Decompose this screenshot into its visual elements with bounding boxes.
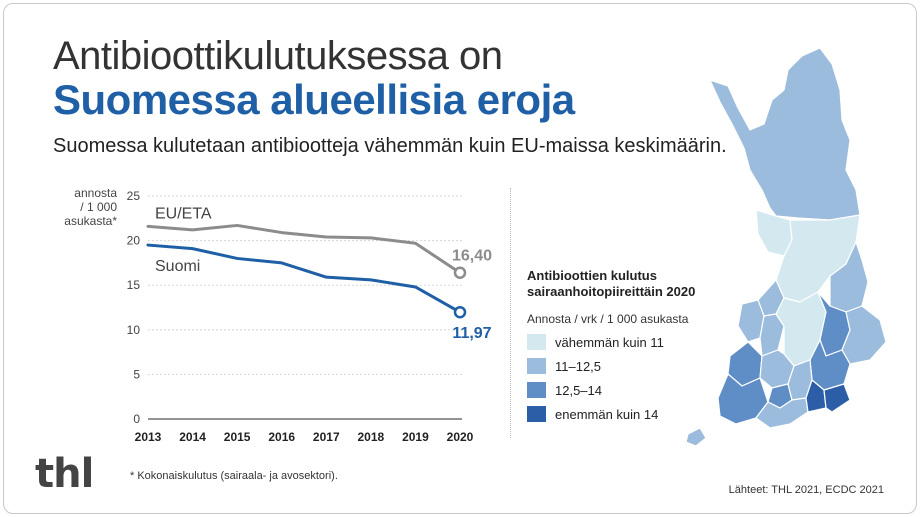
x-tick-label: 2019 <box>402 430 429 444</box>
legend-unit: Annosta / vrk / 1 000 asukasta <box>527 312 689 326</box>
y-axis-label: annosta / 1 000 asukasta* <box>27 186 117 228</box>
legend-label: 12,5–14 <box>555 382 602 398</box>
legend-swatch <box>527 334 546 350</box>
series-line-eu-eta <box>146 223 462 275</box>
x-tick-label: 2015 <box>224 430 251 444</box>
legend-item: 12,5–14 <box>527 382 727 398</box>
data-label: 16,40 <box>452 248 492 265</box>
source-note: Lähteet: THL 2021, ECDC 2021 <box>728 484 884 496</box>
thl-logo: thl <box>35 451 94 497</box>
x-tick-label: 2020 <box>447 430 474 444</box>
legend-swatch <box>527 358 546 374</box>
y-tick-label: 0 <box>133 412 140 426</box>
legend-item: 11–12,5 <box>527 358 727 374</box>
legend-label: vähemmän kuin 11 <box>555 334 664 350</box>
x-tick-label: 2013 <box>135 430 162 444</box>
title-line-2: Suomessa alueellisia eroja <box>53 76 575 123</box>
infographic-card: Antibioottikulutuksessa on Suomessa alue… <box>3 3 917 514</box>
map-region-etela-karjala <box>823 383 851 413</box>
map-legend: Antibioottien kulutus sairaanhoitopiirei… <box>527 268 727 422</box>
y-tick-label: 5 <box>133 367 140 381</box>
series-name-label: EU/ETA <box>155 205 212 222</box>
series-name-label: Suomi <box>155 258 200 275</box>
y-tick-label: 20 <box>127 234 141 248</box>
x-tick-label: 2017 <box>313 430 340 444</box>
map-region-pohjois-karjala <box>841 305 887 365</box>
map-region-lapland <box>709 47 861 221</box>
divider <box>510 188 511 438</box>
y-axis-label-line: asukasta* <box>64 214 117 228</box>
legend-item: enemmän kuin 14 <box>527 406 727 422</box>
x-tick-label: 2018 <box>358 430 385 444</box>
y-tick-label: 15 <box>127 278 141 292</box>
x-tick-label: 2014 <box>179 430 206 444</box>
legend-label: enemmän kuin 14 <box>555 406 659 422</box>
legend-title: Antibioottien kulutus sairaanhoitopiirei… <box>527 268 696 299</box>
data-label: 11,97 <box>452 325 491 342</box>
x-tick-label: 2016 <box>268 430 295 444</box>
y-axis-label-line: annosta <box>74 186 117 200</box>
y-tick-label: 25 <box>127 189 141 203</box>
map-region-aland <box>685 427 707 447</box>
series-line-suomi <box>146 243 462 314</box>
y-axis-label-line: / 1 000 <box>80 200 117 214</box>
footnote: * Kokonaiskulutus (sairaala- ja avosekto… <box>130 470 338 482</box>
finland-map <box>685 47 887 447</box>
legend-swatch <box>527 406 546 422</box>
title-line-1: Antibioottikulutuksessa on <box>53 34 503 78</box>
series-end-point <box>453 266 467 279</box>
subtitle: Suomessa kulutetaan antibiootteja vähemm… <box>53 135 727 157</box>
legend-item: vähemmän kuin 11 <box>527 334 727 350</box>
series-end-point <box>453 305 467 319</box>
legend-label: 11–12,5 <box>555 358 602 374</box>
legend-swatch <box>527 382 546 398</box>
y-tick-label: 10 <box>127 323 141 337</box>
